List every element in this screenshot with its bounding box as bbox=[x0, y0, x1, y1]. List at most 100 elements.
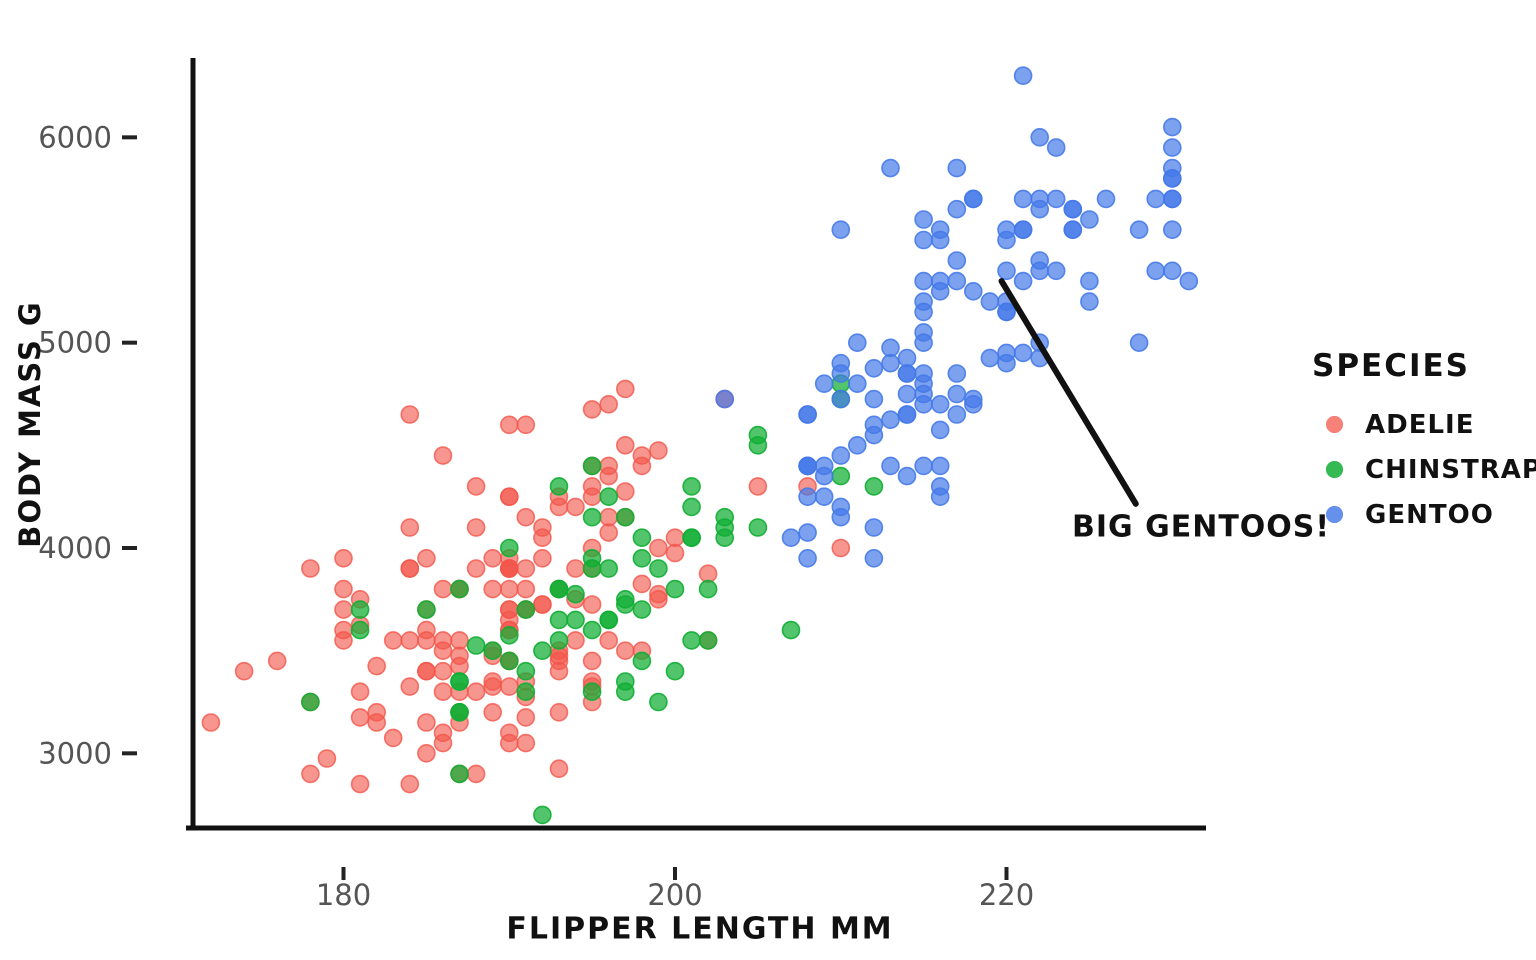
data-point bbox=[549, 661, 569, 681]
data-point bbox=[350, 774, 370, 794]
annotation-leader-line bbox=[998, 278, 1139, 507]
data-point bbox=[897, 405, 917, 424]
data-point bbox=[483, 677, 503, 696]
data-point bbox=[1080, 292, 1099, 311]
data-point bbox=[698, 631, 718, 650]
data-point bbox=[831, 466, 851, 486]
data-point bbox=[1129, 220, 1149, 239]
data-point bbox=[1163, 169, 1182, 188]
series-chinstrap bbox=[301, 374, 884, 825]
data-point bbox=[599, 507, 619, 527]
data-point bbox=[433, 661, 453, 681]
data-point bbox=[566, 610, 585, 630]
data-point bbox=[1030, 251, 1049, 270]
data-point bbox=[599, 487, 619, 507]
data-point bbox=[649, 441, 668, 460]
data-point bbox=[516, 600, 536, 619]
data-point bbox=[632, 548, 652, 568]
y-tick-label: 6000 bbox=[38, 120, 112, 154]
data-point bbox=[1013, 271, 1033, 291]
data-point bbox=[715, 528, 735, 548]
data-point bbox=[881, 353, 900, 373]
data-point bbox=[930, 394, 950, 414]
data-point bbox=[997, 220, 1016, 239]
data-point bbox=[615, 507, 635, 527]
data-point bbox=[1080, 210, 1099, 229]
data-point bbox=[301, 764, 320, 784]
data-point bbox=[698, 579, 718, 599]
data-point bbox=[781, 620, 801, 640]
data-point bbox=[897, 364, 917, 383]
data-point bbox=[632, 528, 652, 548]
data-point bbox=[947, 384, 967, 404]
data-point bbox=[533, 595, 552, 614]
data-point bbox=[1046, 261, 1066, 281]
data-point bbox=[499, 600, 519, 619]
data-point bbox=[615, 482, 635, 501]
data-point bbox=[483, 579, 503, 599]
data-point bbox=[847, 435, 867, 455]
y-axis-title: BODY MASS G bbox=[13, 300, 47, 548]
data-point bbox=[831, 364, 851, 383]
data-point bbox=[400, 677, 420, 696]
data-point bbox=[466, 636, 486, 655]
data-point bbox=[499, 538, 519, 558]
data-point bbox=[533, 548, 552, 568]
data-point bbox=[864, 518, 884, 537]
data-point bbox=[450, 646, 469, 666]
data-point bbox=[400, 774, 420, 794]
y-tick-label: 4000 bbox=[38, 531, 112, 565]
data-point bbox=[798, 523, 817, 542]
data-point bbox=[549, 759, 569, 779]
legend-label-chinstrap: CHINSTRAP bbox=[1365, 454, 1536, 485]
data-point bbox=[466, 518, 486, 537]
data-point bbox=[682, 528, 701, 548]
data-point bbox=[748, 518, 768, 537]
data-point bbox=[930, 456, 950, 476]
data-point bbox=[383, 728, 403, 748]
data-point bbox=[499, 723, 519, 743]
data-point bbox=[466, 682, 486, 702]
data-point bbox=[798, 487, 817, 507]
data-point bbox=[1013, 66, 1033, 85]
data-point bbox=[400, 518, 420, 537]
data-point bbox=[914, 323, 933, 342]
data-point bbox=[715, 389, 735, 409]
data-point bbox=[831, 389, 851, 409]
data-point bbox=[450, 631, 469, 650]
data-point bbox=[566, 584, 585, 604]
data-point bbox=[533, 518, 552, 537]
gentoo-swatch-icon bbox=[1326, 506, 1343, 523]
data-point bbox=[516, 733, 536, 753]
data-point bbox=[831, 446, 851, 465]
data-point bbox=[566, 497, 585, 517]
data-point bbox=[417, 743, 436, 763]
data-point bbox=[417, 713, 436, 732]
data-point bbox=[450, 579, 469, 599]
legend-label-gentoo: GENTOO bbox=[1365, 499, 1494, 530]
data-point bbox=[549, 631, 569, 650]
data-point bbox=[881, 158, 900, 178]
data-point bbox=[499, 625, 519, 645]
data-point bbox=[947, 199, 967, 219]
data-point bbox=[814, 466, 834, 486]
data-point bbox=[1163, 220, 1182, 239]
data-point bbox=[234, 661, 254, 681]
data-point bbox=[615, 641, 635, 661]
data-point bbox=[267, 651, 287, 671]
data-point bbox=[582, 456, 602, 476]
legend: SPECIES ADELIE CHINSTRAP GENTOO bbox=[1312, 348, 1536, 537]
data-point bbox=[450, 764, 469, 784]
data-point bbox=[417, 600, 436, 619]
data-point bbox=[881, 410, 900, 430]
data-point bbox=[433, 446, 453, 465]
data-point bbox=[582, 620, 602, 640]
data-point bbox=[334, 600, 353, 619]
data-point bbox=[516, 559, 536, 578]
data-point bbox=[748, 477, 768, 496]
legend-item-adelie: ADELIE bbox=[1312, 402, 1536, 447]
data-point bbox=[433, 579, 453, 599]
data-point bbox=[947, 405, 967, 424]
data-point bbox=[549, 477, 569, 496]
data-point bbox=[466, 559, 486, 578]
